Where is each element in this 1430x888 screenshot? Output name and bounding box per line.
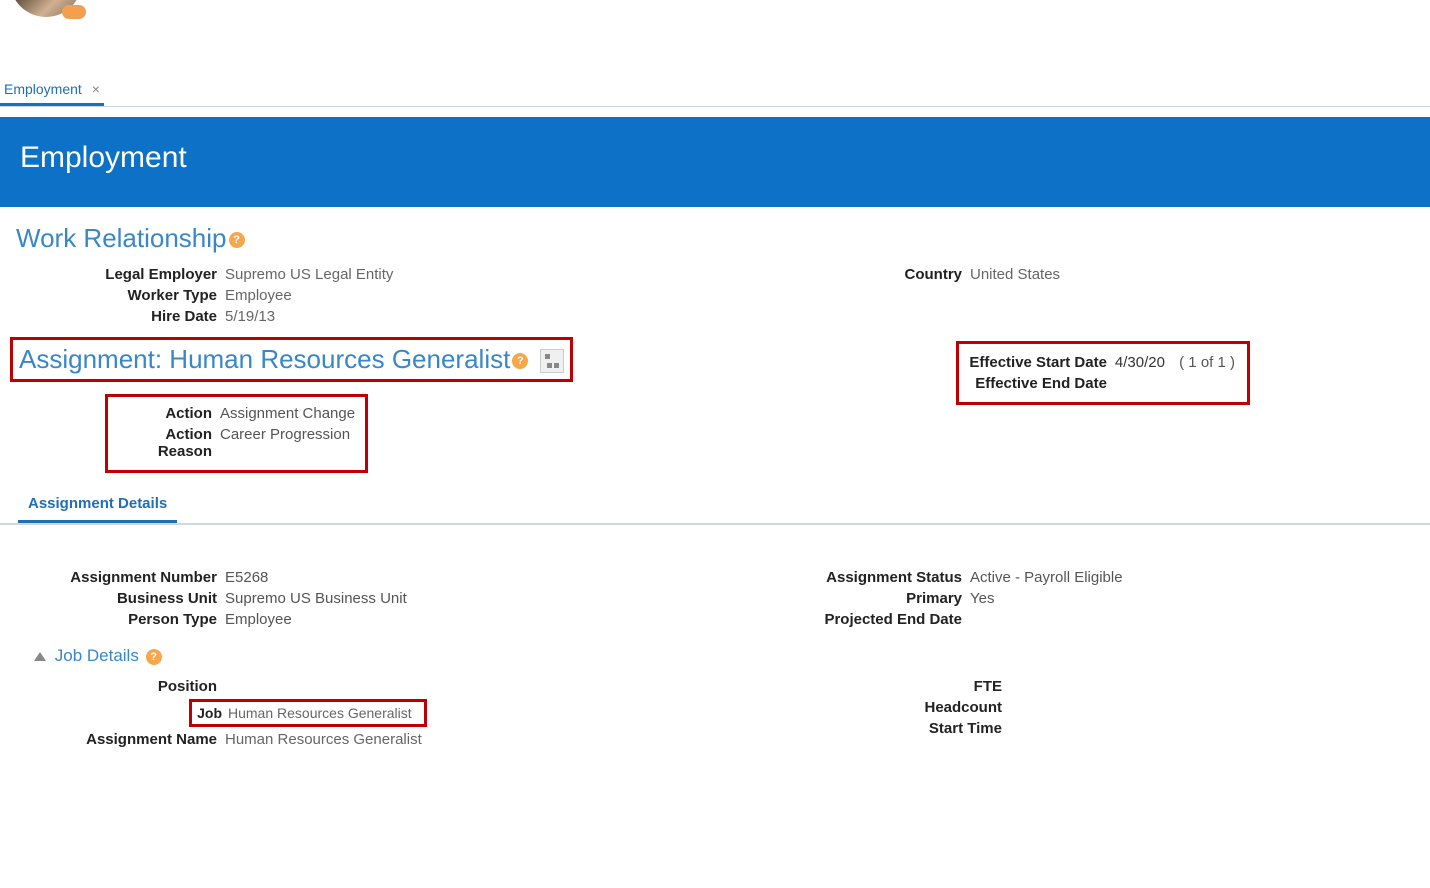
close-icon[interactable]: × [92,81,100,97]
assignment-header-highlight: Assignment: Human Resources Generalist? [10,337,573,382]
page-title: Employment [20,141,1410,175]
sub-tabs: Assignment Details [0,487,1430,525]
projected-end-label: Projected End Date [700,611,970,628]
effective-start-value: 4/30/20 [1115,354,1165,371]
assignment-name-value: Human Resources Generalist [225,731,422,748]
primary-label: Primary [700,590,970,607]
job-value: Human Resources Generalist [228,705,412,721]
assignment-status-value: Active - Payroll Eligible [970,569,1123,586]
worker-type-value: Employee [225,287,292,304]
assignment-number-label: Assignment Number [0,569,225,586]
legal-employer-label: Legal Employer [0,266,225,283]
business-unit-value: Supremo US Business Unit [225,590,407,607]
hire-date-label: Hire Date [0,308,225,325]
action-reason-label: Action Reason [112,426,220,460]
country-label: Country [700,266,970,283]
job-highlight: Job Human Resources Generalist [189,699,427,727]
top-tabs: Employment × [0,75,1430,107]
page-banner: Employment [0,117,1430,207]
action-reason-value: Career Progression [220,426,350,460]
position-label: Position [0,678,225,695]
effective-dates-highlight: Effective Start Date 4/30/20 ( 1 of 1 ) … [956,341,1250,405]
help-icon[interactable]: ? [229,232,245,248]
action-label: Action [112,405,220,422]
avatar [10,0,82,17]
assignment-status-label: Assignment Status [700,569,970,586]
work-relationship-title: Work Relationship? [0,207,1430,262]
disclosure-icon[interactable] [34,652,46,661]
tab-employment-label: Employment [4,81,82,97]
job-details-title: Job Details [55,646,139,665]
effective-start-label: Effective Start Date [965,354,1115,371]
country-value: United States [970,266,1060,283]
job-label: Job [196,705,228,721]
action-value: Assignment Change [220,405,355,422]
help-icon[interactable]: ? [146,649,162,665]
work-relationship-title-text: Work Relationship [16,223,227,253]
help-icon[interactable]: ? [512,353,528,369]
hire-date-value: 5/19/13 [225,308,275,325]
assignment-title-text: Assignment: Human Resources Generalist [19,344,510,374]
headcount-label: Headcount [700,699,1010,716]
assignment-name-label: Assignment Name [0,731,225,748]
worker-type-label: Worker Type [0,287,225,304]
record-pager[interactable]: ( 1 of 1 ) [1179,354,1235,371]
action-box-highlight: Action Assignment Change Action Reason C… [105,394,368,473]
start-time-label: Start Time [700,720,1010,737]
tab-assignment-details[interactable]: Assignment Details [18,487,177,523]
business-unit-label: Business Unit [0,590,225,607]
fte-label: FTE [700,678,1010,695]
assignment-title: Assignment: Human Resources Generalist? [19,344,564,375]
avatar-badge [62,5,86,19]
legal-employer-value: Supremo US Legal Entity [225,266,393,283]
hierarchy-icon[interactable] [540,349,564,373]
person-type-value: Employee [225,611,292,628]
job-details-header[interactable]: Job Details ? [0,632,1430,674]
effective-end-label: Effective End Date [965,375,1115,392]
tab-employment[interactable]: Employment × [0,75,104,106]
primary-value: Yes [970,590,994,607]
person-type-label: Person Type [0,611,225,628]
assignment-number-value: E5268 [225,569,268,586]
